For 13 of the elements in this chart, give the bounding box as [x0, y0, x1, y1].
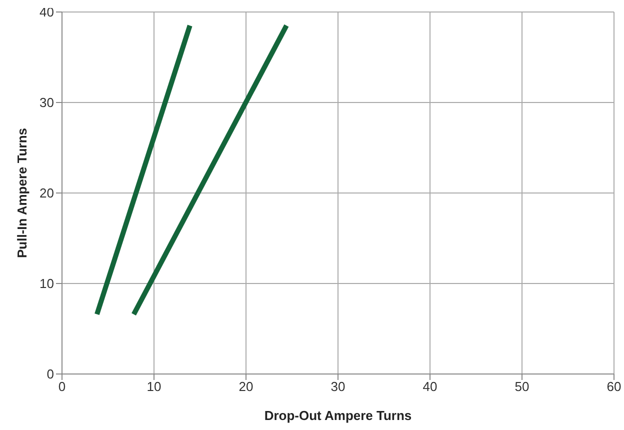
x-tick-label: 40: [422, 379, 438, 394]
y-tick-label: 0: [46, 366, 54, 382]
y-axis-title: Pull-In Ampere Turns: [14, 128, 30, 258]
x-tick-label: 50: [514, 379, 530, 394]
x-tick-label: 0: [58, 379, 66, 394]
x-tick-label: 30: [330, 379, 346, 394]
x-tick-label: 60: [606, 379, 622, 394]
y-tick-label: 20: [40, 186, 54, 201]
x-tick-label: 10: [146, 379, 162, 394]
y-tick-label: 30: [40, 95, 54, 110]
x-tick-label: 20: [238, 379, 254, 394]
y-tick-label: 10: [40, 276, 54, 292]
x-axis-title: Drop-Out Ampere Turns: [264, 408, 412, 423]
